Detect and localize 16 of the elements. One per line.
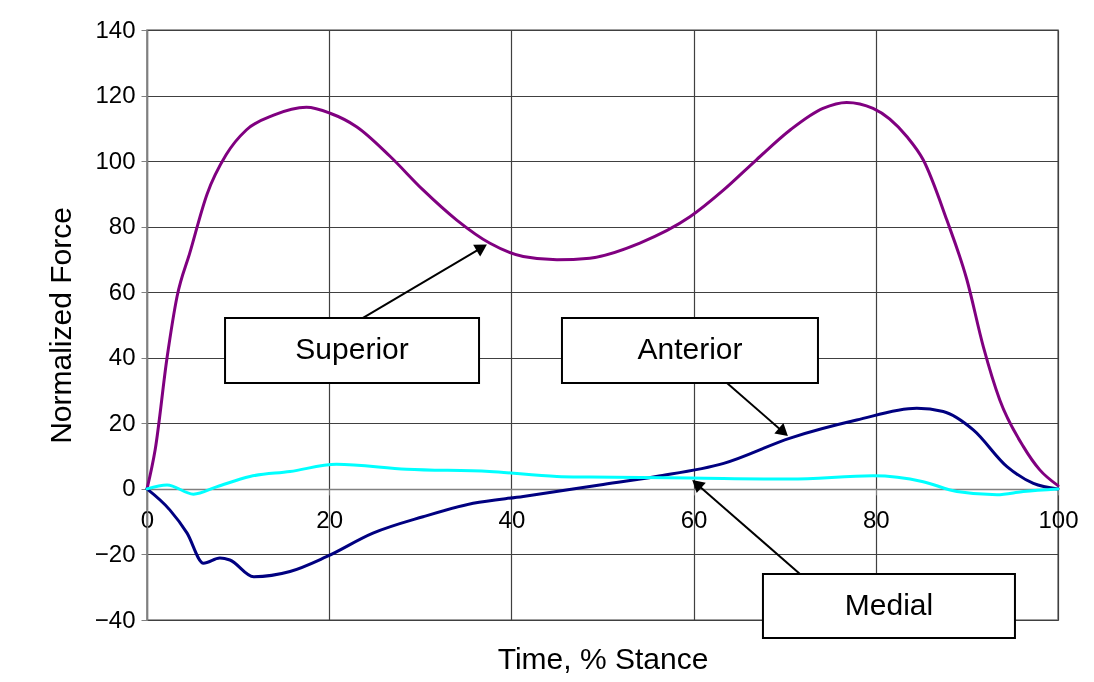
y-tick-label: 100 [95,146,136,174]
y-tick-label: 60 [108,277,136,305]
y-tick-label: 40 [108,343,136,371]
y-axis-title: Normalized Force [43,207,77,444]
annotation: Superior [295,332,409,366]
y-tick-label: 120 [95,81,136,109]
line-series [145,462,1060,497]
y-tick-label: −40 [94,605,136,633]
y-tick-label: 140 [95,15,136,43]
annotation: Anterior [637,332,743,366]
y-tick-label: −20 [94,539,136,567]
annotation: Medial [844,588,934,622]
y-tick-label: 20 [108,408,136,436]
y-tick-label: 0 [122,474,136,502]
x-axis-title: Time, % Stance [497,642,709,676]
y-tick-label: 80 [108,212,136,240]
